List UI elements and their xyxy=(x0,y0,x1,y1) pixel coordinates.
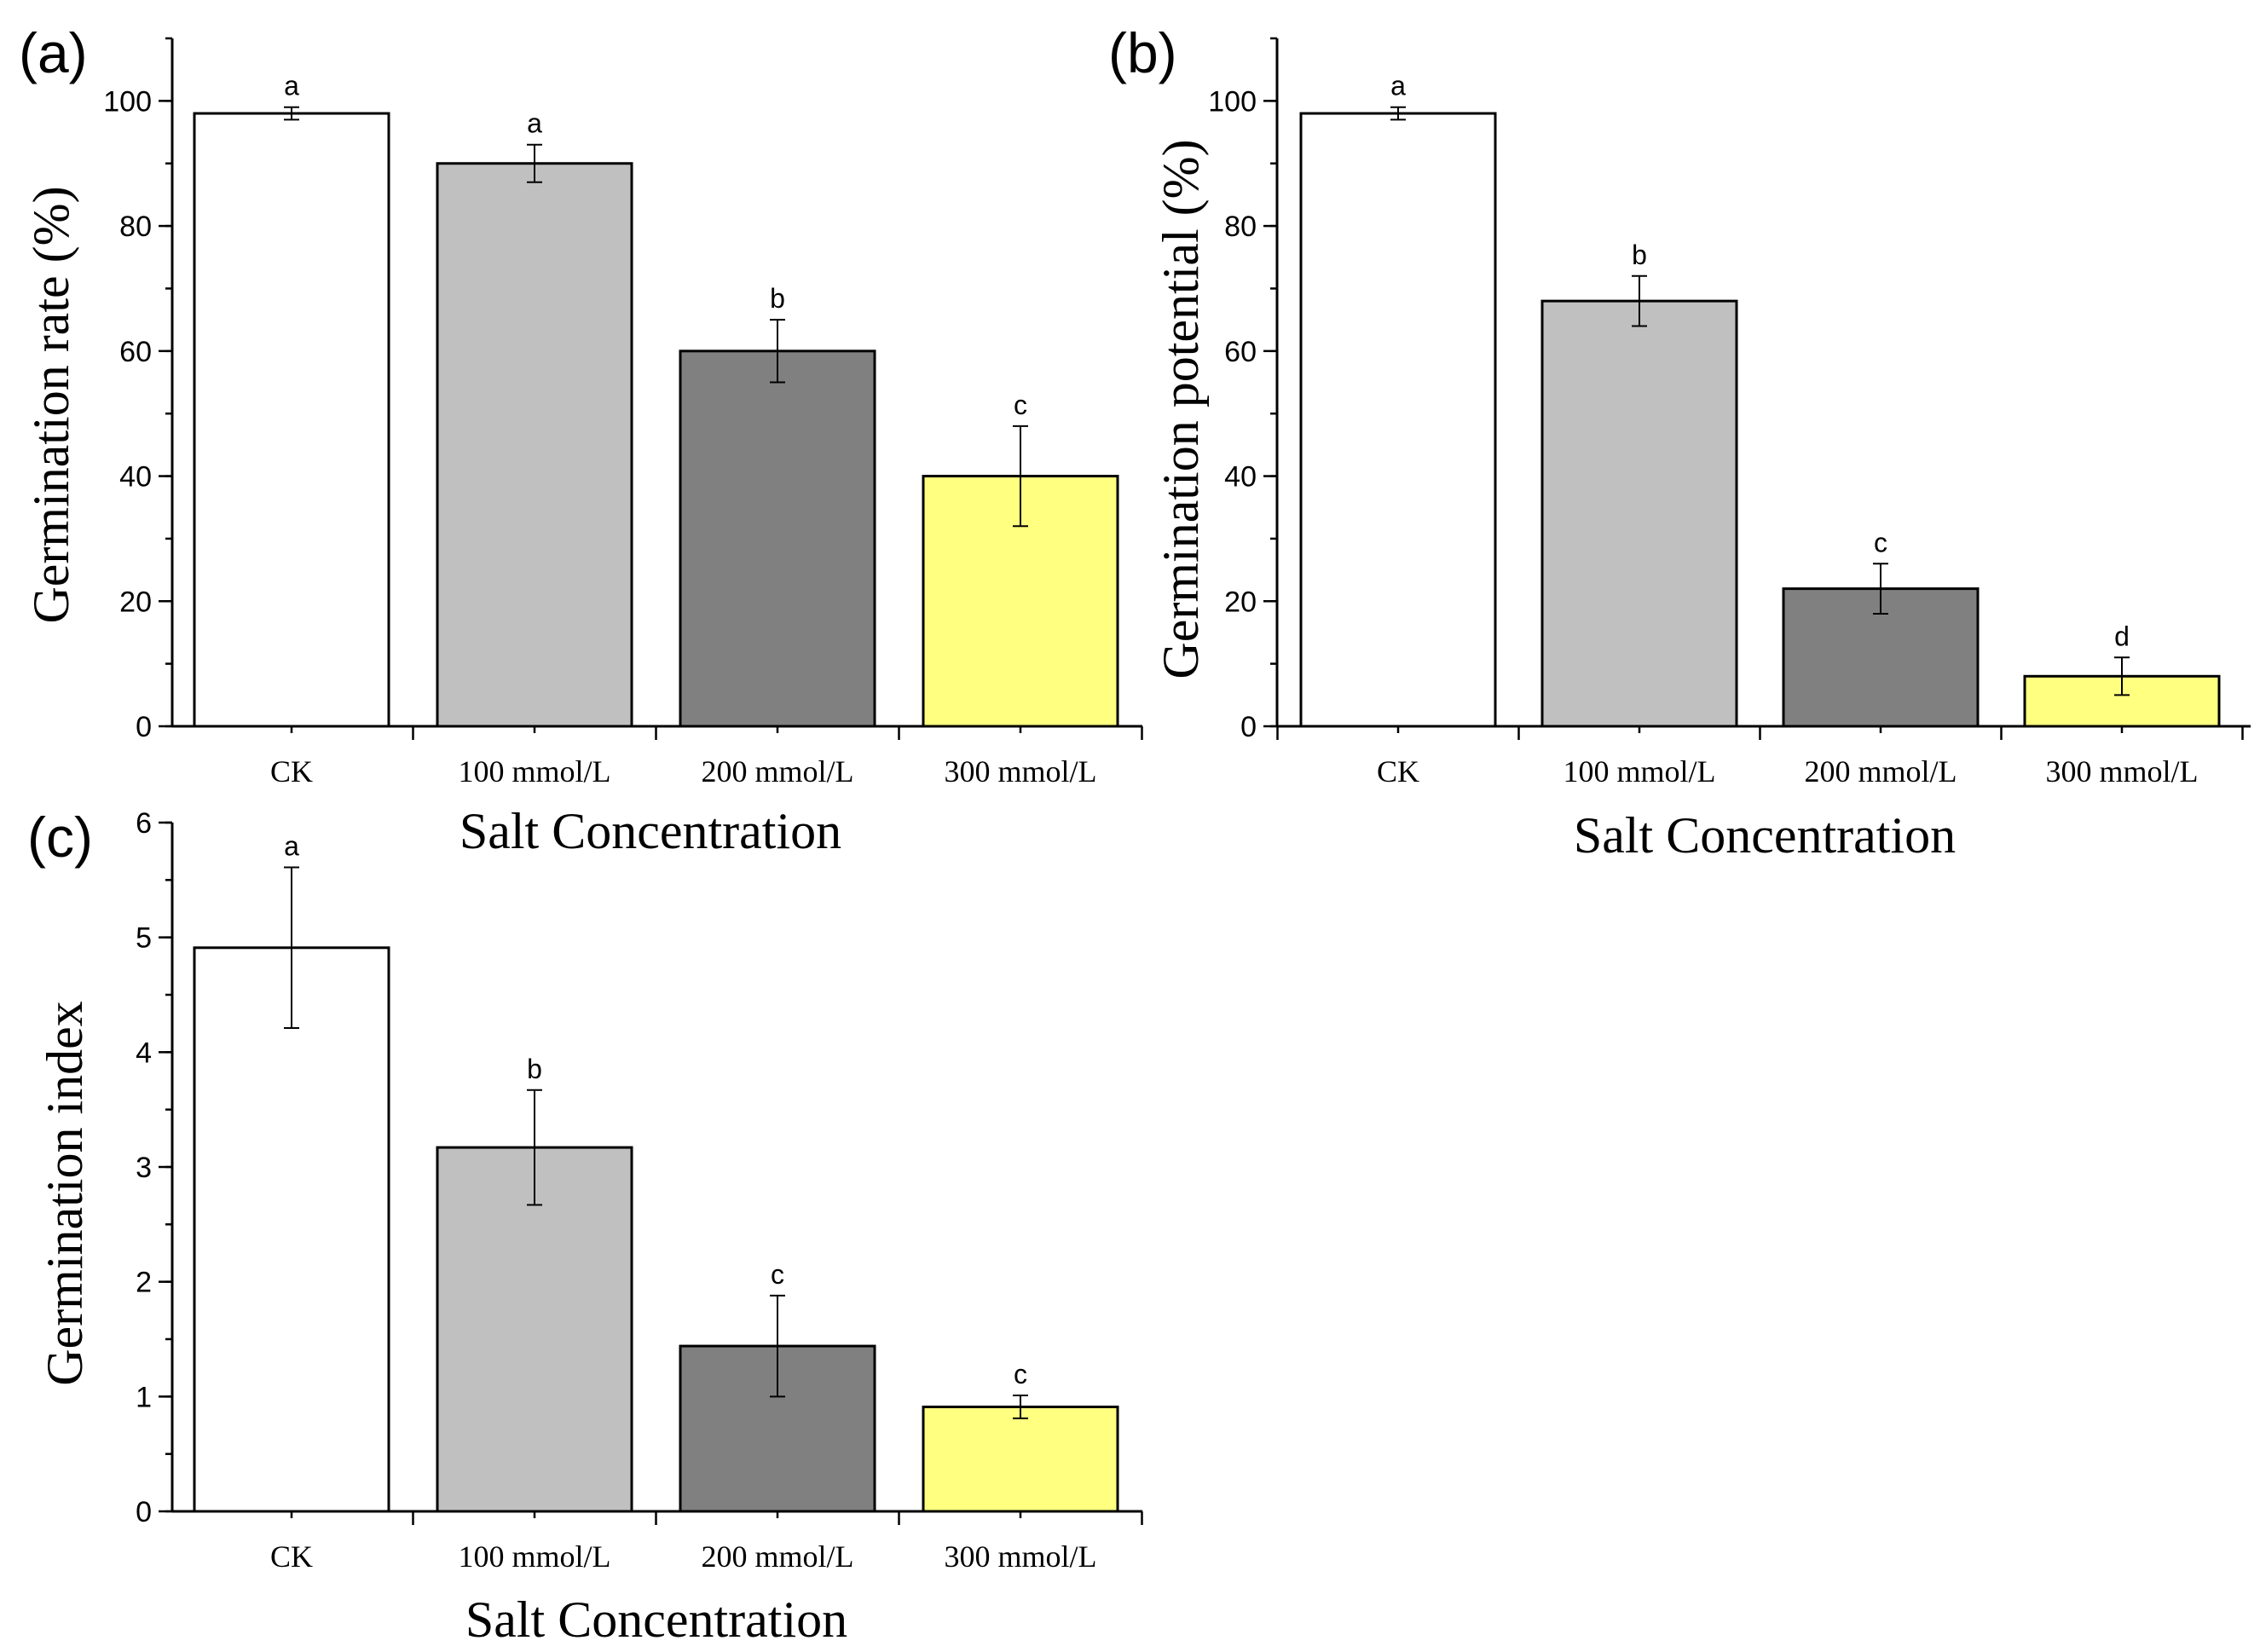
panel-c-x-axis-title: Salt Concentration xyxy=(465,1591,847,1648)
y-tick-label: 40 xyxy=(1224,461,1257,494)
significance-letter: c xyxy=(1874,527,1887,557)
x-tick-label: 300 mmol/L xyxy=(2046,754,2199,788)
significance-letter: a xyxy=(284,831,299,862)
bar-a-3 xyxy=(679,349,876,728)
panel-c-label: (c) xyxy=(27,806,93,869)
y-tick-label: 5 xyxy=(136,922,152,955)
y-tick-label: 40 xyxy=(119,461,152,494)
significance-letter: c xyxy=(1014,390,1027,420)
panel-a-x-axis-title: Salt Concentration xyxy=(460,803,841,859)
bar-c-4 xyxy=(922,1405,1119,1513)
panel-b-x-axis-title: Salt Concentration xyxy=(1574,807,1956,864)
y-tick-label: 80 xyxy=(1224,211,1257,243)
panel-a-y-axis: 0 20 40 60 80 100 xyxy=(103,37,174,743)
significance-letter: b xyxy=(1632,240,1647,270)
panel-b-x-axis: CK 100 mmol/L 200 mmol/L 300 mmol/L xyxy=(1276,725,2251,788)
y-tick-label: 100 xyxy=(103,85,152,118)
y-tick-label: 4 xyxy=(136,1037,152,1069)
x-tick-label: CK xyxy=(1377,754,1419,788)
x-tick-label: 200 mmol/L xyxy=(702,1539,854,1574)
y-tick-label: 60 xyxy=(1224,336,1257,368)
significance-letter: a xyxy=(284,71,299,101)
y-tick-label: 20 xyxy=(1224,586,1257,618)
panel-c-germination-index: (c) 0 1 2 3 4 5 6 a b c c CK 100 mmol/L 200 mmol/L 3… xyxy=(27,806,1143,1648)
significance-letter: b xyxy=(770,283,785,314)
y-tick-label: 0 xyxy=(136,711,152,743)
panel-a-y-axis-title: Germination rate (%) xyxy=(23,186,79,623)
y-tick-label: 0 xyxy=(136,1496,152,1528)
x-tick-label: 200 mmol/L xyxy=(1805,754,1957,788)
significance-letter: a xyxy=(1390,71,1406,101)
y-tick-label: 6 xyxy=(136,807,152,840)
significance-letter: c xyxy=(1014,1359,1027,1389)
y-tick-label: 0 xyxy=(1240,711,1257,743)
panel-a-bars: a a b c xyxy=(193,71,1119,728)
bar-b-1 xyxy=(1299,112,1497,728)
panel-b-bars: a b c d xyxy=(1299,71,2221,728)
panel-c-bars: a b c c xyxy=(193,831,1119,1513)
x-tick-label: 200 mmol/L xyxy=(702,754,854,788)
x-tick-label: CK xyxy=(270,754,313,788)
y-tick-label: 80 xyxy=(119,211,152,243)
panel-b-y-axis: 0 20 40 60 80 100 xyxy=(1208,37,1279,743)
panel-c-y-axis: 0 1 2 3 4 5 6 xyxy=(136,807,174,1528)
y-tick-label: 20 xyxy=(119,586,152,618)
significance-letter: a xyxy=(527,108,542,139)
x-tick-label: CK xyxy=(270,1539,313,1574)
bar-b-3 xyxy=(1782,587,1980,728)
y-tick-label: 60 xyxy=(119,336,152,368)
x-tick-label: 100 mmol/L xyxy=(1564,754,1716,788)
x-tick-label: 100 mmol/L xyxy=(459,1539,611,1574)
significance-letter: b xyxy=(527,1054,542,1084)
panel-c-x-axis: CK 100 mmol/L 200 mmol/L 300 mmol/L xyxy=(172,1510,1143,1574)
panel-b-label: (b) xyxy=(1108,21,1177,84)
panel-c-y-axis-title: Germination index xyxy=(37,1001,93,1386)
significance-letter: c xyxy=(771,1259,784,1290)
bar-a-2 xyxy=(436,162,633,728)
panel-b-germination-potential: (b) 0 20 40 60 80 100 a b c d CK 100 mmol/L 200 mm… xyxy=(1108,21,2251,864)
x-tick-label: 100 mmol/L xyxy=(459,754,611,788)
y-tick-label: 2 xyxy=(136,1267,152,1299)
bar-a-1 xyxy=(193,112,390,728)
x-tick-label: 300 mmol/L xyxy=(945,1539,1097,1574)
bar-b-2 xyxy=(1540,299,1738,728)
significance-letter: d xyxy=(2114,621,2130,651)
y-tick-label: 100 xyxy=(1208,85,1257,118)
panel-a-x-axis: CK 100 mmol/L 200 mmol/L 300 mmol/L xyxy=(172,725,1143,788)
panel-a-label: (a) xyxy=(19,21,88,84)
bar-c-2 xyxy=(436,1146,633,1513)
x-tick-label: 300 mmol/L xyxy=(945,754,1097,788)
panel-a-germination-rate: (a) 0 20 40 60 80 100 a a b c CK 100 mmol/L 200 mm… xyxy=(19,21,1143,859)
y-tick-label: 1 xyxy=(136,1381,152,1413)
panel-b-y-axis-title: Germination potential (%) xyxy=(1153,139,1209,679)
bar-c-1 xyxy=(193,946,390,1513)
y-tick-label: 3 xyxy=(136,1152,152,1184)
